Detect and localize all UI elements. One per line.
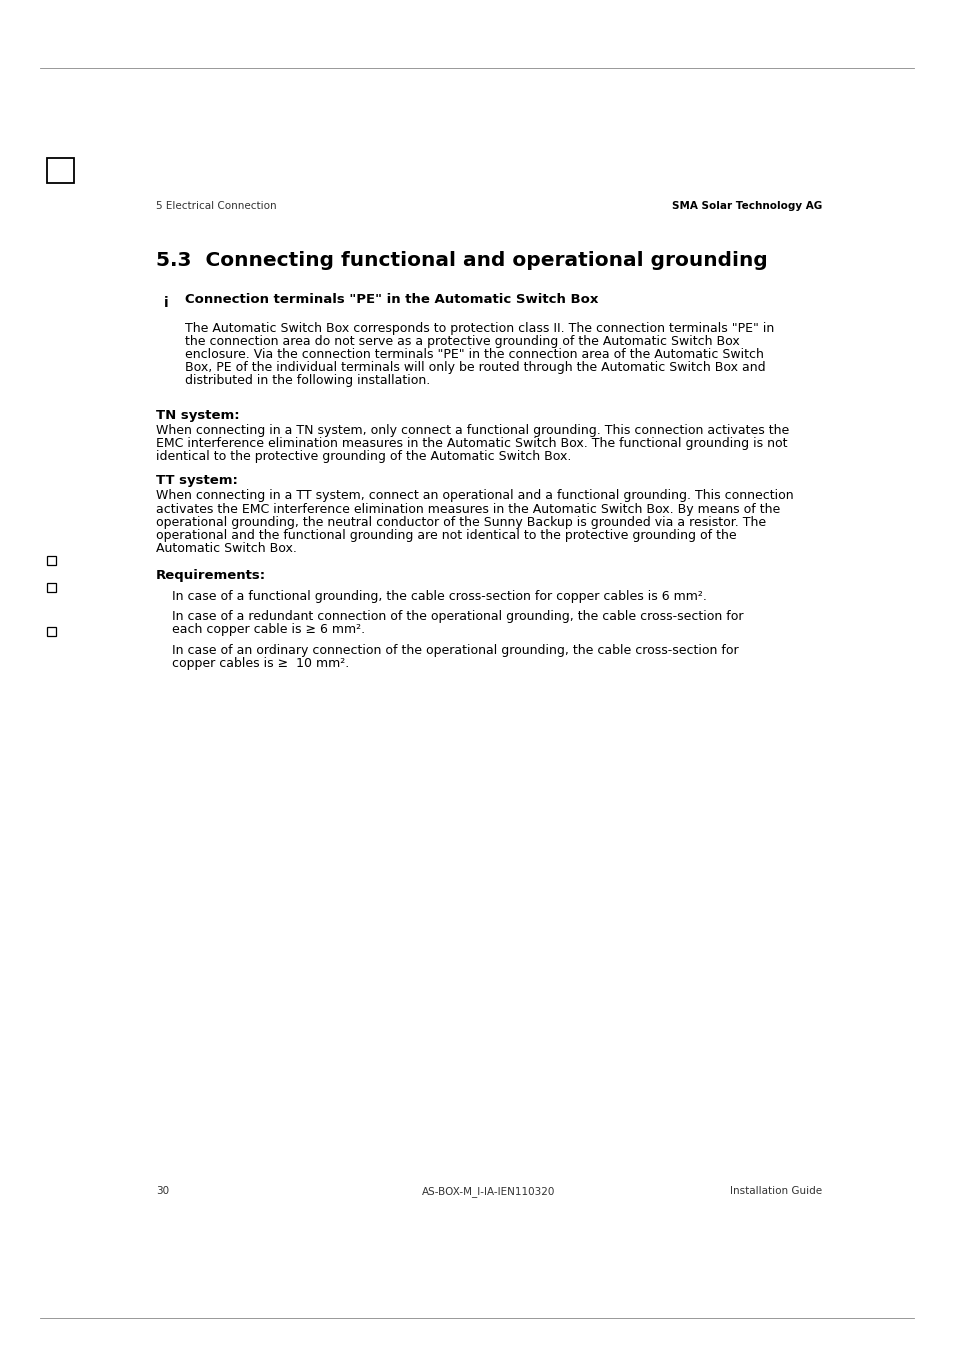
Text: enclosure. Via the connection terminals "PE" in the connection area of the Autom: enclosure. Via the connection terminals … (185, 347, 763, 361)
Text: the connection area do not serve as a protective grounding of the Automatic Swit: the connection area do not serve as a pr… (185, 335, 740, 347)
Text: SMA Solar Technology AG: SMA Solar Technology AG (671, 200, 821, 211)
Text: identical to the protective grounding of the Automatic Switch Box.: identical to the protective grounding of… (155, 450, 571, 464)
Text: Automatic Switch Box.: Automatic Switch Box. (155, 542, 296, 554)
Text: In case of a functional grounding, the cable cross-section for copper cables is : In case of a functional grounding, the c… (172, 589, 706, 603)
Text: The Automatic Switch Box corresponds to protection class II. The connection term: The Automatic Switch Box corresponds to … (185, 322, 774, 335)
Text: When connecting in a TN system, only connect a functional grounding. This connec: When connecting in a TN system, only con… (155, 425, 788, 437)
Text: 30: 30 (155, 1186, 169, 1197)
Text: 5 Electrical Connection: 5 Electrical Connection (155, 200, 276, 211)
Text: EMC interference elimination measures in the Automatic Switch Box. The functiona: EMC interference elimination measures in… (155, 437, 786, 450)
Text: Installation Guide: Installation Guide (729, 1186, 821, 1197)
Text: Connection terminals "PE" in the Automatic Switch Box: Connection terminals "PE" in the Automat… (185, 293, 598, 306)
Text: In case of a redundant connection of the operational grounding, the cable cross-: In case of a redundant connection of the… (172, 610, 742, 623)
Text: i: i (163, 296, 168, 310)
Text: 5.3  Connecting functional and operational grounding: 5.3 Connecting functional and operationa… (155, 250, 766, 270)
Text: In case of an ordinary connection of the operational grounding, the cable cross-: In case of an ordinary connection of the… (172, 645, 738, 657)
Text: AS-BOX-M_I-IA-IEN110320: AS-BOX-M_I-IA-IEN110320 (422, 1186, 555, 1198)
Text: each copper cable is ≥ 6 mm².: each copper cable is ≥ 6 mm². (172, 623, 365, 637)
Text: Requirements:: Requirements: (155, 569, 266, 581)
Text: When connecting in a TT system, connect an operational and a functional groundin: When connecting in a TT system, connect … (155, 489, 793, 503)
Text: TN system:: TN system: (155, 408, 239, 422)
Text: activates the EMC interference elimination measures in the Automatic Switch Box.: activates the EMC interference eliminati… (155, 503, 780, 515)
Text: operational grounding, the neutral conductor of the Sunny Backup is grounded via: operational grounding, the neutral condu… (155, 515, 765, 529)
Text: distributed in the following installation.: distributed in the following installatio… (185, 375, 430, 387)
Text: copper cables is ≥  10 mm².: copper cables is ≥ 10 mm². (172, 657, 349, 671)
Text: operational and the functional grounding are not identical to the protective gro: operational and the functional grounding… (155, 529, 736, 542)
Text: Box, PE of the individual terminals will only be routed through the Automatic Sw: Box, PE of the individual terminals will… (185, 361, 765, 375)
Text: TT system:: TT system: (155, 475, 237, 487)
